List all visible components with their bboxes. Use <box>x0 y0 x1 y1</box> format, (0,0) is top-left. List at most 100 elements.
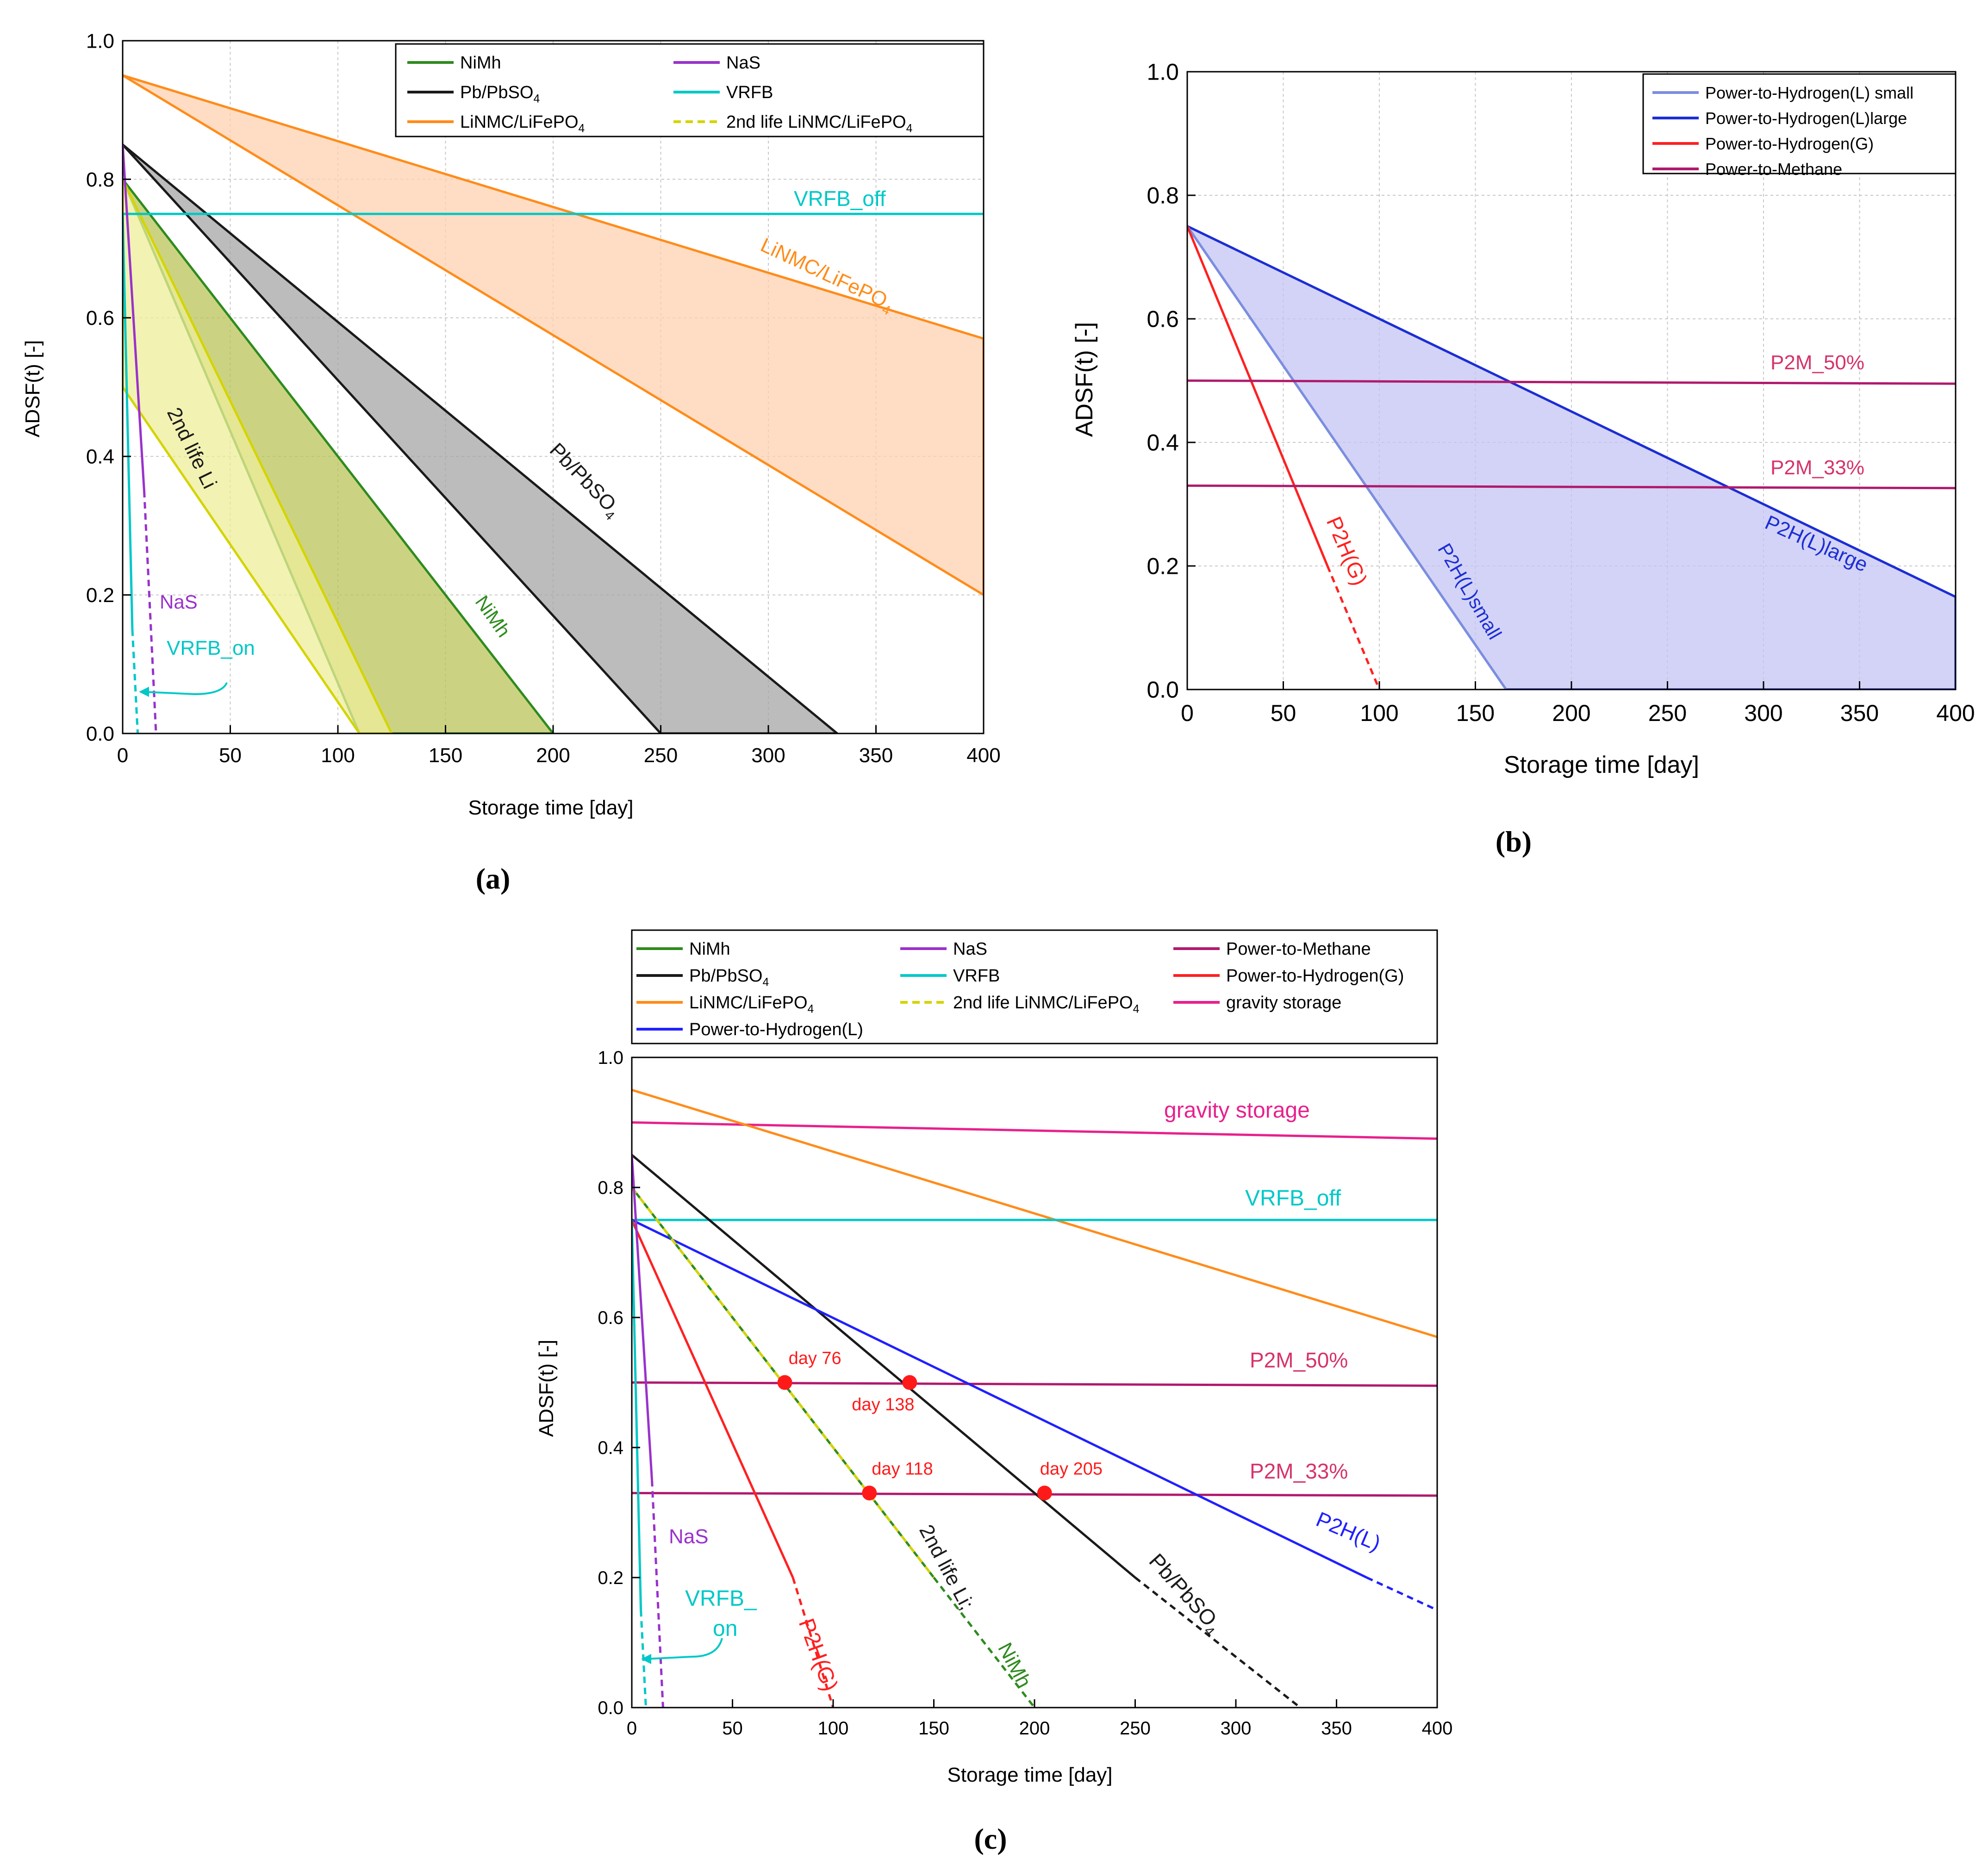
legend-label-power-to-hydrogen-g: Power-to-Hydrogen(G) <box>1705 134 1874 153</box>
marker-day-138 <box>902 1375 917 1390</box>
legend-label-2nd-life-linmc-lifepo4: 2nd life LiNMC/LiFePO4​ <box>953 993 1139 1016</box>
legend-label-nimh: NiMh <box>460 53 501 73</box>
series-line-p2m-33 <box>1187 484 1956 490</box>
vrfb-on-arrowhead-a <box>139 687 149 697</box>
annotation-p2h-g: P2H(G) <box>794 1615 842 1695</box>
series-line-nas <box>632 1155 653 1480</box>
plot-area <box>632 1088 1437 1708</box>
y-tick-label: 0.4 <box>1147 430 1179 456</box>
annotation-nimh: NiMh <box>993 1639 1035 1692</box>
legend-label-pb-pbso4: Pb/PbSO4​ <box>689 966 769 989</box>
y-tick-label: 0.2 <box>1147 553 1179 579</box>
x-tick-label: 100 <box>321 744 355 767</box>
y-axis-label: ADSF(t) [-] <box>1071 322 1098 437</box>
y-tick-label: 0.6 <box>1147 306 1179 332</box>
series-line-p2m-50 <box>632 1381 1437 1387</box>
annotation-nas: NaS <box>160 591 198 613</box>
y-tick-label: 0.2 <box>598 1568 623 1588</box>
x-tick-label: 300 <box>1221 1718 1252 1739</box>
legend-label-power-to-hydrogen-l-small: Power-to-Hydrogen(L) small <box>1705 83 1913 102</box>
marker-label-day-76: day 76 <box>789 1349 841 1368</box>
legend: Power-to-Hydrogen(L) small Power-to-Hydro… <box>1642 73 1957 179</box>
legend-label-nimh: NiMh <box>689 939 730 959</box>
marker-day-118 <box>862 1485 877 1501</box>
x-tick-label: 0 <box>627 1718 637 1739</box>
y-tick-label: 0.0 <box>1147 677 1179 703</box>
x-tick-label: 400 <box>966 744 1000 767</box>
x-tick-label: 350 <box>859 744 893 767</box>
annotation-vrfb-off: VRFB_off <box>794 186 886 211</box>
series-line-vrfb-on <box>632 1220 642 1610</box>
vrfb-on-arrow-c <box>645 1638 723 1660</box>
legend-label-power-to-methane: Power-to-Methane <box>1226 939 1371 959</box>
axes: 0 50 100 150 200 250 300 350 400 0.0 0.2 0.4 0.6 0.8 1… <box>86 30 1001 767</box>
annotation-vrfb-off: VRFB_off <box>1245 1186 1341 1211</box>
y-tick-label: 0.2 <box>86 584 114 607</box>
y-tick-label: 0.8 <box>598 1178 623 1198</box>
legend-label-linmc-lifepo4: LiNMC/LiFePO4​ <box>460 112 585 135</box>
series-dashed-p2h-g <box>1326 565 1381 690</box>
axes: 0 50 100 150 200 250 300 350 400 0.0 0.2 0.4 0.6 0.8 1… <box>598 1048 1452 1739</box>
y-tick-label: 0.0 <box>86 722 114 745</box>
vrfb-on-arrowhead-c <box>641 1654 651 1664</box>
annotation-p2m-50: P2M_50% <box>1770 351 1864 374</box>
x-tick-label: 350 <box>1321 1718 1352 1739</box>
x-tick-label: 350 <box>1840 700 1879 726</box>
x-tick-label: 400 <box>1936 700 1975 726</box>
legend-label-power-to-hydrogen-l-large: Power-to-Hydrogen(L)large <box>1705 109 1907 128</box>
annotation-vrfb: VRFB_ <box>685 1586 757 1611</box>
x-tick-label: 50 <box>219 744 242 767</box>
annotation-gravity-storage: gravity storage <box>1164 1098 1310 1123</box>
legend-box <box>1642 73 1957 174</box>
x-tick-label: 50 <box>1271 700 1296 726</box>
legend-label-power-to-hydrogen-l: Power-to-Hydrogen(L) <box>689 1020 863 1039</box>
legend-label-power-to-hydrogen-g: Power-to-Hydrogen(G) <box>1226 966 1404 986</box>
x-tick-label: 150 <box>918 1718 949 1739</box>
series-dashed-p2h-l <box>1366 1576 1437 1611</box>
y-tick-label: 0.6 <box>598 1308 623 1328</box>
annotation-2nd-life-li: 2nd life Li; <box>915 1521 978 1614</box>
panel-label: (b) <box>1496 825 1532 858</box>
annotation-p2h-l: P2H(L) <box>1313 1507 1384 1555</box>
y-tick-label: 0.4 <box>86 446 114 468</box>
y-tick-label: 0.0 <box>598 1698 623 1718</box>
legend-label-linmc-lifepo4: LiNMC/LiFePO4​ <box>689 993 814 1016</box>
x-tick-label: 50 <box>722 1718 743 1739</box>
series-line-linmc-lifepo4 <box>632 1088 1437 1338</box>
marker-label-day-205: day 205 <box>1040 1459 1103 1479</box>
band-pb-pbso4 <box>123 143 839 733</box>
annotation-nas: NaS <box>669 1525 709 1548</box>
chart-panel-a: 0 50 100 150 200 250 300 350 400 0.0 0.2 0.4 0.6 0.8 1… <box>21 30 1001 895</box>
x-tick-label: 250 <box>1120 1718 1151 1739</box>
legend: NiMh NaS Power-to-Methane Pb/PbSO4​ VRFB Powe… <box>631 929 1438 1044</box>
series-line-vrfb-on <box>123 214 134 630</box>
legend-label-vrfb: VRFB <box>726 83 773 102</box>
series-line-p2h-l <box>632 1219 1367 1579</box>
y-axis-label: ADSF(t) [-] <box>535 1340 558 1437</box>
chart-panel-b: 0 50 100 150 200 250 300 350 400 0.0 0.2 0.4 0.6 0.8 1… <box>1071 59 1975 858</box>
series-dashed-nas <box>143 491 157 733</box>
series-line-p2h-l-small <box>1187 225 1507 690</box>
annotation-p2h-g: P2H(G) <box>1322 513 1372 589</box>
y-tick-label: 0.6 <box>86 307 114 329</box>
panel-label: (c) <box>974 1822 1007 1855</box>
series-dashed-nas <box>651 1480 664 1708</box>
x-tick-label: 250 <box>644 744 678 767</box>
y-tick-label: 1.0 <box>598 1048 623 1068</box>
x-tick-label: 100 <box>818 1718 849 1739</box>
series-dashed-p2h-g <box>791 1577 835 1708</box>
series-line-p2m-50 <box>1187 379 1956 385</box>
panel-label: (a) <box>476 862 511 895</box>
x-tick-label: 100 <box>1360 700 1398 726</box>
legend: NiMh NaS Pb/PbSO4​ VRFB LiNMC/LiFePO4​ 2nd li… <box>395 43 985 137</box>
series-line-gravity-storage <box>632 1121 1437 1140</box>
series-line-nas <box>123 144 145 491</box>
y-tick-label: 0.4 <box>598 1438 623 1458</box>
series-dashed-vrfb-on <box>131 629 139 733</box>
y-axis-label: ADSF(t) [-] <box>21 340 44 437</box>
annotation-p2m-50: P2M_50% <box>1250 1348 1348 1372</box>
series-line-p2h-g <box>632 1219 794 1578</box>
y-tick-label: 0.8 <box>1147 183 1179 209</box>
legend-label-gravity-storage: gravity storage <box>1226 993 1341 1013</box>
